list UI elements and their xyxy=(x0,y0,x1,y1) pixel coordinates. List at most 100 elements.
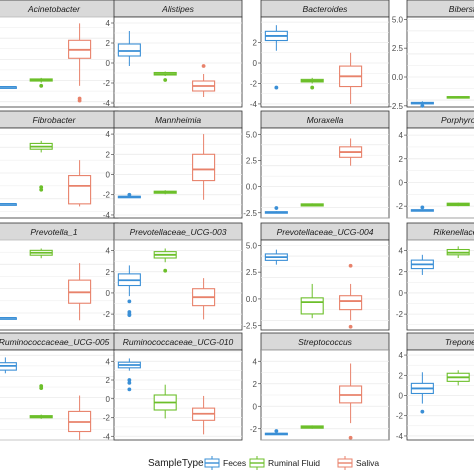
y-tick-label: -4 xyxy=(103,432,111,441)
outlier-point xyxy=(127,380,132,385)
plot-area xyxy=(113,16,243,108)
box-feces xyxy=(117,265,141,318)
facet-panel-bibersteinia: Bibersteinia 5.0 2.5 0.0 -2.5 xyxy=(389,0,474,111)
strip-label: Ruminococcaceae_UCG-010 xyxy=(123,337,234,347)
y-tick-label: 0 xyxy=(106,59,111,68)
facet-panel-prevotellaceae-ucg-004: Prevotellaceae_UCG-004 5.0 2.5 0.0 -2.5 xyxy=(243,222,390,331)
y-tick-label: -2.5 xyxy=(389,102,403,111)
strip-label: Treponema_2 xyxy=(445,337,474,347)
box-feces xyxy=(410,101,434,108)
box-feces xyxy=(264,206,288,214)
box-ruminal-fluid xyxy=(29,384,53,419)
box-feces xyxy=(264,249,288,265)
y-tick-label: 2 xyxy=(106,150,111,159)
y-tick-label: 0 xyxy=(253,59,258,68)
plot-area xyxy=(406,16,474,108)
plot-area xyxy=(113,127,243,219)
box-saliva xyxy=(68,23,92,103)
facet-panel-porphyromonas: Porphyromonas 4 2 0 -2 xyxy=(396,110,474,219)
y-tick-label: -2 xyxy=(250,425,258,434)
box-saliva xyxy=(339,138,363,166)
box-ruminal-fluid xyxy=(29,248,53,259)
legend-label: Feces xyxy=(223,458,246,468)
facet-panel-acinetobacter: Acinetobacter xyxy=(0,0,119,108)
y-tick-label: 5.0 xyxy=(246,241,258,250)
outlier-point xyxy=(77,98,82,103)
box-saliva xyxy=(192,278,216,320)
box-iqr xyxy=(339,295,363,311)
outlier-point xyxy=(420,103,425,108)
outlier-point xyxy=(201,64,206,68)
strip-label: Bibersteinia xyxy=(449,4,474,14)
box-feces xyxy=(0,357,17,374)
y-tick-label: 4 xyxy=(399,247,404,256)
y-tick-label: 0 xyxy=(106,171,111,180)
y-tick-label: -2 xyxy=(103,79,111,88)
facet-panel-prevotella-1: Prevotella_1 xyxy=(0,222,119,331)
box-ruminal-fluid xyxy=(446,96,470,99)
y-tick-label: 4 xyxy=(253,357,258,366)
y-tick-label: 2 xyxy=(106,376,111,385)
legend-key-saliva: Saliva xyxy=(337,456,379,470)
box-feces xyxy=(264,429,288,436)
y-tick-label: 0.0 xyxy=(392,73,404,82)
box-feces xyxy=(0,85,17,89)
y-tick-label: -2 xyxy=(103,310,111,319)
y-tick-label: -2 xyxy=(396,412,404,421)
facet-panel-bacteroides: Bacteroides 2 0 -2 -4 xyxy=(250,0,390,109)
y-tick-label: -2.5 xyxy=(243,209,257,218)
legend-title: SampleType xyxy=(148,458,204,469)
y-tick-label: 2 xyxy=(253,39,258,48)
box-saliva xyxy=(339,52,363,104)
box-saliva xyxy=(68,263,92,321)
box-ruminal-fluid xyxy=(300,425,324,429)
y-tick-label: 4 xyxy=(399,131,404,140)
box-feces xyxy=(410,372,434,414)
facet-panel-streptococcus: Streptococcus 4 2 0 -2 xyxy=(250,332,390,441)
y-tick-label: 2 xyxy=(399,268,404,277)
outlier-point xyxy=(127,313,132,318)
y-tick-label: -2 xyxy=(103,414,111,423)
facet-panel-ruminococcaceae-ucg-010: Ruminococcaceae_UCG-010 4 2 0 -2 -4 xyxy=(103,332,243,441)
box-saliva xyxy=(192,64,216,97)
y-tick-label: 2.5 xyxy=(392,44,404,53)
legend-keys: Feces Ruminal Fluid Saliva xyxy=(204,456,379,470)
box-iqr xyxy=(68,175,92,205)
box-saliva xyxy=(339,363,363,440)
facet-panel-prevotellaceae-ucg-003: Prevotellaceae_UCG-003 4 2 0 -2 xyxy=(103,222,243,331)
facet-panel-fibrobacter: Fibrobacter xyxy=(0,110,119,219)
box-ruminal-fluid xyxy=(446,202,470,207)
plot-area xyxy=(0,16,119,108)
facet-panel-ruminococcaceae-ucg-005: Ruminococcaceae_UCG-005 xyxy=(0,332,119,441)
box-ruminal-fluid xyxy=(153,71,177,82)
box-ruminal-fluid xyxy=(300,203,324,207)
y-tick-label: 0.0 xyxy=(246,295,258,304)
outlier-point xyxy=(39,386,44,391)
y-tick-label: 4 xyxy=(106,357,111,366)
box-feces xyxy=(0,202,17,206)
strip-label: Prevotellaceae_UCG-004 xyxy=(277,227,374,237)
outlier-point xyxy=(127,378,132,382)
outlier-point xyxy=(420,205,425,210)
box-feces xyxy=(117,31,141,66)
y-tick-label: -4 xyxy=(396,432,404,441)
outlier-point xyxy=(274,85,279,90)
outlier-point xyxy=(127,387,132,392)
box-ruminal-fluid xyxy=(446,370,470,386)
box-saliva xyxy=(339,263,363,329)
y-tick-label: 4 xyxy=(106,130,111,139)
box-saliva xyxy=(68,395,92,440)
strip-label: Moraxella xyxy=(307,115,344,125)
box-iqr xyxy=(300,297,324,315)
y-tick-label: -2.5 xyxy=(243,322,257,331)
strip-label: Alistipes xyxy=(161,4,194,14)
y-tick-label: 2.5 xyxy=(246,156,258,165)
strip-label: Rikenellaceae_RC9 xyxy=(433,227,474,237)
box-saliva xyxy=(192,395,216,435)
legend-label: Ruminal Fluid xyxy=(268,458,320,468)
plot-area xyxy=(406,349,474,441)
box-feces xyxy=(117,192,141,199)
y-tick-label: 0 xyxy=(106,395,111,404)
y-tick-label: 0 xyxy=(399,289,404,298)
box-ruminal-fluid xyxy=(29,140,53,192)
